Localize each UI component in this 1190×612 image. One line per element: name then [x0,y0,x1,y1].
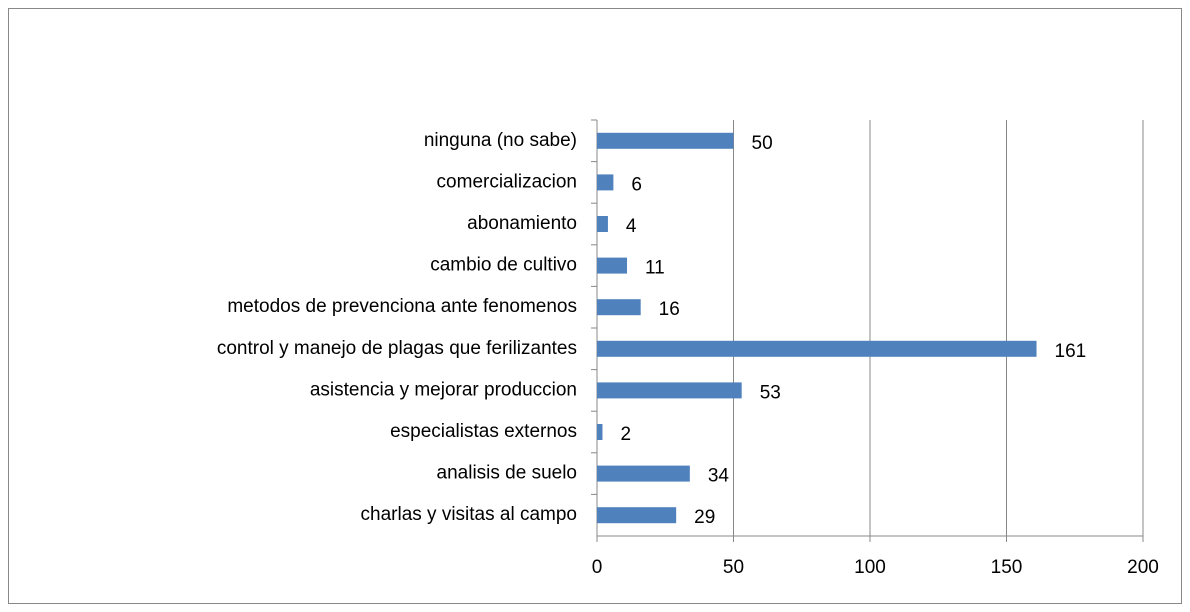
value-label: 16 [659,299,680,320]
y-tick-label: especialistas externos [390,421,577,442]
y-tick-label: comercializacion [437,171,577,192]
x-tick-label: 150 [991,557,1023,578]
value-label: 11 [645,258,665,279]
bar [597,299,641,316]
value-label: 29 [694,507,715,528]
bar [597,465,690,482]
value-label: 6 [631,174,642,195]
value-label: 53 [760,382,781,403]
y-tick-label: charlas y visitas al campo [361,504,577,525]
value-label: 2 [620,424,631,445]
value-label: 50 [752,133,773,154]
y-tick-label: ninguna (no sabe) [424,130,577,151]
chart-frame [8,8,1182,604]
x-tick-label: 200 [1127,557,1159,578]
value-label: 34 [708,466,730,487]
y-tick-label: analisis de suelo [437,463,577,484]
y-tick-label: cambio de cultivo [430,255,577,276]
x-tick-label: 0 [592,557,603,578]
bar [597,340,1037,357]
bar [597,174,614,191]
bar [597,382,742,399]
y-tick-label: abonamiento [467,213,577,234]
value-label: 4 [626,216,637,237]
x-tick-label: 100 [854,557,886,578]
bar [597,257,628,274]
y-tick-label: asistencia y mejorar produccion [310,379,577,400]
bar [597,216,608,232]
value-label: 161 [1055,341,1087,362]
y-tick-label: control y manejo de plagas que ferilizan… [217,338,577,359]
bar [597,132,734,149]
x-tick-label: 50 [723,557,744,578]
bar [597,507,677,524]
y-tick-label: metodos de prevenciona ante fenomenos [227,296,577,317]
bar [597,424,603,440]
